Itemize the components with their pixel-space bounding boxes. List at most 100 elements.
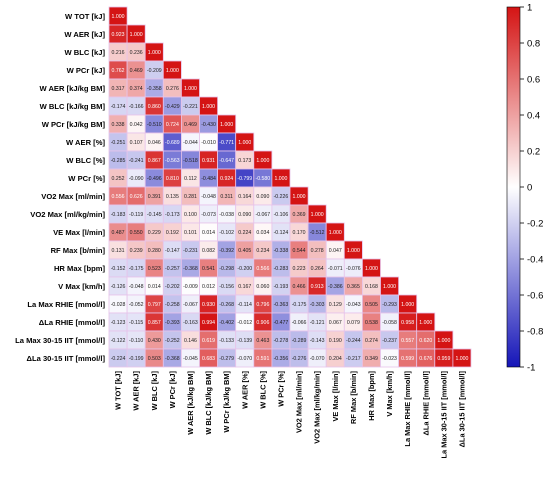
cell-value-label: -0.402 (219, 320, 234, 326)
cell-value-label: 0.100 (184, 212, 197, 218)
column-label: W TOT [kJ] (114, 370, 123, 409)
cell-value-label: 0.012 (202, 284, 215, 290)
colorbar-tick-label: -0.6 (527, 290, 543, 301)
cell-value-label: -0.145 (147, 212, 162, 218)
colorbar-tick-label: -0.4 (527, 254, 543, 265)
cell-value-label: 0.913 (311, 284, 324, 290)
row-label: VO2 Max [ml/kg/min] (30, 210, 105, 219)
cell-value-label: -0.279 (219, 356, 234, 362)
cell-value-label: 0.060 (256, 284, 269, 290)
cell-value-label: 0.129 (329, 302, 342, 308)
cell-value-label: 1.000 (202, 104, 215, 110)
column-label: W BLC [kJ/kg BM] (204, 370, 213, 434)
cell-value-label: -0.289 (292, 338, 307, 344)
row-label: W PCr [%] (68, 174, 105, 183)
cell-value-label: 0.538 (365, 320, 378, 326)
cell-value-label: 1.000 (437, 338, 450, 344)
cell-value-label: -0.647 (219, 158, 234, 164)
cell-value-label: 0.930 (202, 302, 215, 308)
colorbar-tick-label: -0.8 (527, 326, 543, 337)
cell-value-label: -0.298 (219, 266, 234, 272)
cell-value-label: 1.000 (365, 266, 378, 272)
cell-value-label: -0.044 (183, 140, 198, 146)
column-label: W AER [kJ/kg BM] (186, 370, 195, 434)
cell-value-label: -0.023 (382, 356, 397, 362)
cell-value-label: 0.566 (256, 266, 269, 272)
colorbar: 1 0.8 0.6 0.4 0.2 0 -0.2 -0.4 -0.6 -0.8 -1 (506, 2, 543, 373)
cell-value-label: 0.131 (112, 248, 125, 254)
row-label: W BLC [kJ/kg BM] (40, 102, 106, 111)
cell-value-label: 0.374 (130, 86, 143, 92)
cell-value-label: -0.430 (201, 122, 216, 128)
cell-value-label: -0.193 (274, 284, 289, 290)
cell-value-label: 0.599 (401, 356, 414, 362)
column-label: W BLC [kJ] (150, 370, 159, 410)
cell-value-label: 1.000 (347, 248, 360, 254)
cell-value-label: 0.466 (293, 284, 306, 290)
row-label: La Max RHIE [mmol/l] (27, 300, 105, 309)
cell-value-label: 0.405 (238, 248, 251, 254)
cell-value-label: 0.146 (184, 338, 197, 344)
cell-value-label: 0.797 (148, 302, 161, 308)
cell-value-label: 0.168 (365, 284, 378, 290)
cell-value-label: 0.541 (202, 266, 215, 272)
cell-value-label: 0.469 (130, 68, 143, 74)
cell-value-label: -0.009 (183, 284, 198, 290)
cell-value-label: 0.090 (238, 212, 251, 218)
cell-value-label: 0.252 (112, 176, 125, 182)
cell-value-label: -0.202 (165, 284, 180, 290)
row-label: W AER [kJ/kg BM] (39, 84, 105, 93)
cell-value-label: 0.626 (130, 194, 143, 200)
cell-value-label: 1.000 (455, 356, 468, 362)
cell-value-label: -0.070 (237, 356, 252, 362)
cell-value-label: 0.924 (220, 176, 233, 182)
row-label: V Max [km/h] (58, 282, 105, 291)
cell-value-label: -0.231 (183, 248, 198, 254)
cell-value-label: -0.283 (274, 266, 289, 272)
cell-value-label: -0.067 (255, 212, 270, 218)
cell-value-label: 0.619 (202, 338, 215, 344)
cell-value-label: -0.115 (129, 320, 143, 326)
cell-value-label: 0.173 (238, 158, 251, 164)
cell-value-label: 0.107 (130, 140, 143, 146)
cell-value-label: -0.166 (129, 104, 144, 110)
colorbar-gradient (506, 6, 521, 368)
cell-value-label: 0.463 (256, 338, 269, 344)
cell-value-label: -0.258 (165, 302, 180, 308)
cell-value-label: 1.000 (293, 194, 306, 200)
cell-value-label: -0.392 (219, 248, 234, 254)
row-labels: W TOT [kJ] W AER [kJ] W BLC [kJ] W PCr [kJ]… (15, 12, 105, 363)
column-label: W PCr [kJ/kg BM] (222, 370, 231, 432)
cell-value-label: -0.268 (219, 302, 234, 308)
cell-value-label: 0.224 (238, 230, 251, 236)
cell-value-label: -0.393 (165, 320, 180, 326)
cell-value-label: -0.175 (292, 302, 307, 308)
cell-value-label: -0.429 (165, 104, 180, 110)
cell-value-label: 0.014 (202, 230, 215, 236)
cell-value-label: 1.000 (238, 140, 251, 146)
cell-value-label: 0.550 (130, 230, 143, 236)
cell-value-label: -0.114 (238, 302, 252, 308)
cell-value-label: -0.123 (111, 320, 126, 326)
cell-value-label: 0.281 (184, 194, 197, 200)
cell-value-label: 1.000 (166, 68, 179, 74)
cell-value-label: 0.311 (220, 194, 233, 200)
cell-value-label: -0.477 (274, 320, 289, 326)
cell-value-label: 0.192 (166, 230, 179, 236)
cell-value-label: -0.048 (129, 284, 144, 290)
cell-value-label: -0.209 (147, 68, 162, 74)
cell-value-label: -0.241 (129, 158, 144, 164)
cell-value-label: -0.076 (346, 266, 361, 272)
cell-value-label: 0.676 (419, 356, 432, 362)
cell-value-label: -0.174 (111, 104, 126, 110)
cell-value-label: 0.170 (293, 230, 306, 236)
cell-value-label: -0.368 (165, 356, 180, 362)
cell-value-label: 0.042 (130, 122, 143, 128)
cell-value-label: -0.518 (183, 158, 198, 164)
heatmap-cell (452, 348, 472, 368)
cell-value-label: 0.264 (311, 266, 324, 272)
cell-value-label: 0.067 (329, 320, 342, 326)
cell-value-label: 1.000 (383, 284, 396, 290)
cell-value-label: -0.156 (219, 284, 234, 290)
cell-value-label: -0.799 (237, 176, 252, 182)
